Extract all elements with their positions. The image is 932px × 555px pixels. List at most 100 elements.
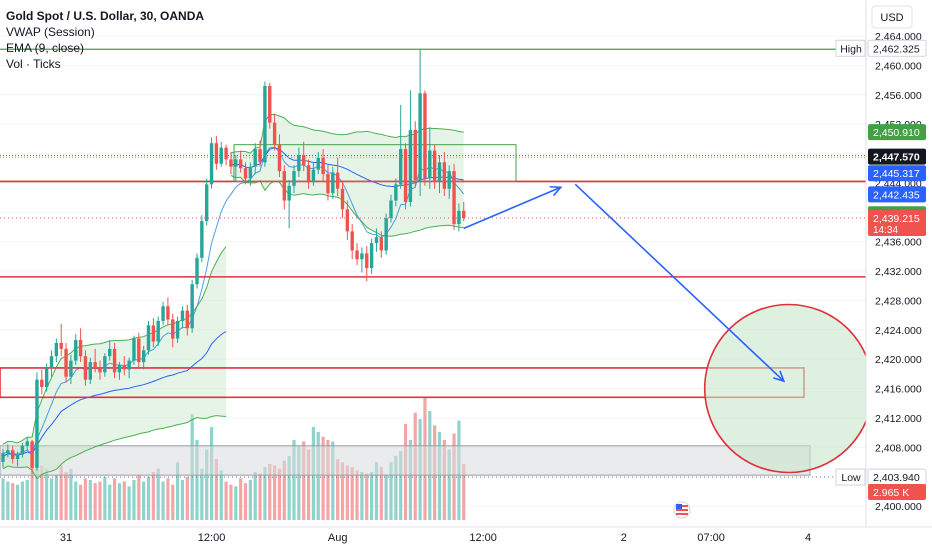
candle-body bbox=[180, 310, 185, 321]
legend-ema[interactable]: EMA (9, close) bbox=[6, 41, 85, 55]
candle bbox=[369, 238, 374, 274]
vwap-line bbox=[2, 331, 227, 458]
candle-body bbox=[457, 210, 461, 224]
legend-vol[interactable]: Vol · Ticks bbox=[6, 57, 61, 71]
price-label: 2,442.435 bbox=[868, 186, 926, 203]
volume-bar bbox=[379, 467, 383, 520]
price-axis-bg bbox=[866, 0, 932, 550]
candle-body bbox=[403, 149, 408, 202]
price-label-box bbox=[868, 210, 926, 237]
volume-bar bbox=[35, 455, 39, 520]
candle bbox=[180, 306, 185, 329]
candles bbox=[1, 49, 466, 474]
volume-bar bbox=[248, 479, 252, 520]
x-tick-label: 12:00 bbox=[198, 532, 226, 544]
candle bbox=[447, 165, 451, 200]
candle bbox=[15, 451, 20, 467]
us-flag-canton bbox=[676, 504, 682, 509]
price-label-box bbox=[867, 39, 927, 57]
volume-bar bbox=[365, 473, 369, 520]
candle bbox=[321, 149, 325, 182]
currency-button[interactable] bbox=[871, 5, 913, 29]
volume-bar bbox=[79, 484, 83, 520]
candle bbox=[287, 179, 291, 229]
candle bbox=[161, 301, 165, 326]
candle-body bbox=[108, 348, 112, 357]
price-label-tag: High bbox=[840, 43, 862, 55]
volume-bar bbox=[243, 483, 248, 520]
volume-bar bbox=[452, 433, 456, 520]
candle-body bbox=[88, 362, 92, 380]
candle-body bbox=[379, 237, 383, 251]
candle-body bbox=[214, 143, 219, 164]
forecast-arrowhead-up bbox=[549, 185, 563, 197]
x-tick-label: 31 bbox=[60, 532, 72, 544]
y-tick-label: 2,416.000 bbox=[875, 384, 922, 396]
candle bbox=[175, 316, 180, 343]
volume-bar bbox=[93, 483, 97, 520]
candle bbox=[20, 442, 25, 458]
volume-bar bbox=[302, 441, 306, 520]
candle-body bbox=[64, 348, 68, 377]
symbol-title[interactable]: Gold Spot / U.S. Dollar, 30, OANDA bbox=[6, 9, 205, 23]
candle bbox=[108, 340, 112, 361]
candle bbox=[1, 448, 5, 468]
candle bbox=[74, 334, 78, 365]
us-flag-stripe bbox=[676, 509, 688, 511]
candle bbox=[428, 127, 432, 189]
candle-body bbox=[365, 253, 369, 269]
volume-bar bbox=[268, 463, 272, 520]
candle-body bbox=[297, 154, 301, 172]
legend-vwap[interactable]: VWAP (Session) bbox=[6, 25, 95, 39]
volume-bar bbox=[273, 465, 277, 520]
candle bbox=[326, 165, 330, 201]
candle-body bbox=[127, 360, 131, 370]
candle-body bbox=[253, 149, 257, 167]
candle bbox=[103, 353, 107, 377]
candle bbox=[44, 363, 49, 392]
time-axis-bg bbox=[0, 527, 932, 550]
candle bbox=[88, 357, 92, 385]
price-label: 2,447.570 bbox=[868, 148, 926, 165]
candle-body bbox=[49, 356, 54, 368]
chart-legend: Gold Spot / U.S. Dollar, 30, OANDA VWAP … bbox=[6, 8, 204, 72]
candle bbox=[394, 178, 398, 207]
candle-body bbox=[432, 150, 437, 182]
candle bbox=[69, 354, 73, 385]
volume-bar bbox=[45, 468, 49, 520]
candle bbox=[457, 203, 461, 232]
volume-bar bbox=[1, 478, 5, 520]
candle-body bbox=[447, 171, 451, 189]
candle bbox=[205, 178, 209, 226]
candle bbox=[214, 135, 219, 170]
volume-bar bbox=[282, 460, 286, 520]
candle-body bbox=[205, 184, 209, 222]
candle-body bbox=[209, 143, 214, 185]
volume-bar bbox=[20, 481, 24, 520]
candle-body bbox=[418, 93, 422, 180]
y-tick-label: 2,460.000 bbox=[875, 60, 922, 72]
volume-bar bbox=[195, 439, 199, 520]
candle bbox=[49, 350, 54, 377]
volume-bar bbox=[127, 486, 131, 520]
volume-bar bbox=[234, 486, 238, 520]
candle bbox=[166, 297, 170, 326]
candle-body bbox=[263, 85, 267, 163]
candle-body bbox=[219, 147, 223, 164]
x-tick-label: Aug bbox=[328, 532, 348, 544]
candle-body bbox=[340, 188, 345, 210]
volume-bar bbox=[98, 481, 102, 520]
candle-body bbox=[399, 149, 403, 185]
volume-bar bbox=[316, 431, 320, 520]
candle-body bbox=[374, 237, 379, 244]
candle bbox=[389, 194, 393, 223]
candle bbox=[132, 335, 136, 365]
candle bbox=[292, 165, 296, 194]
volume-bar bbox=[360, 471, 364, 520]
currency-label: USD bbox=[880, 12, 903, 24]
candle bbox=[442, 152, 447, 197]
volume-bar bbox=[108, 484, 112, 520]
candle bbox=[253, 143, 257, 175]
